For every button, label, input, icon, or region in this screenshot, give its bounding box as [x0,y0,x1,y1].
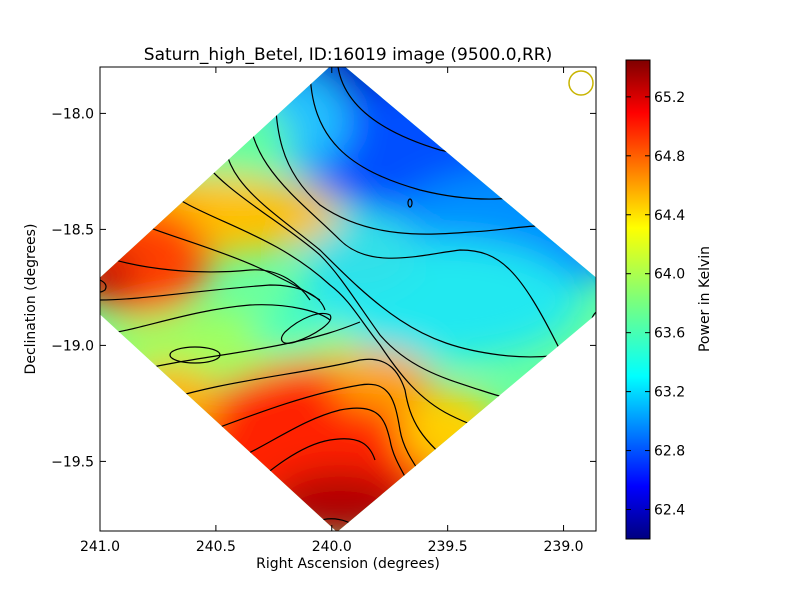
x-tick-label: 240.5 [196,539,236,555]
colorbar-tick-label: 63.6 [654,326,685,342]
contour-line [100,284,326,311]
contour-line [281,312,332,344]
contour-line [169,346,221,364]
colorbar-tick-label: 65.2 [654,90,685,106]
heatmap-layer [100,67,596,531]
x-tick-label: 241.0 [80,539,120,555]
contour-line [100,279,107,293]
colorbar-tick-label: 62.4 [654,503,685,519]
colorbar-tick-label: 63.2 [654,385,685,401]
colorbar-ticks: 62.4 62.8 63.2 63.6 64.0 64.4 64.8 65.2 [626,90,685,519]
heatmap-blobs [100,67,596,531]
beam-marker [568,70,594,96]
contour-line [149,358,461,471]
contour-line [223,114,596,358]
chart-title: Saturn_high_Betel, ID:16019 image (9500.… [144,45,552,65]
x-tick-label: 239.5 [428,539,468,555]
contour-line [248,94,561,351]
contour-line [194,149,556,403]
plot-frame [99,66,597,532]
colorbar [625,59,651,540]
contour-line [269,512,306,526]
contour-line [184,383,441,511]
x-tick-label: 239.0 [544,539,584,555]
y-tick-label: −18.0 [51,106,94,122]
x-tick-label: 240.0 [312,539,352,555]
y-tick-label: −18.5 [51,222,94,238]
y-axis-ticks: −18.0 −18.5 −19.0 −19.5 [51,106,596,470]
y-tick-label: −19.0 [51,338,94,354]
contour-line [100,254,311,301]
colorbar-tick-label: 62.8 [654,444,685,460]
y-axis-label: Declination (degrees) [23,224,39,375]
x-axis-ticks: 241.0 240.5 240.0 239.5 239.0 [80,67,584,555]
contour-line [371,67,456,97]
colorbar-label: Power in Kelvin [697,246,713,352]
contour-line [407,198,413,208]
contour-line [100,304,331,336]
colorbar-tick-label: 64.0 [654,267,685,283]
y-tick-label: −19.5 [51,454,94,470]
colorbar-tick-label: 64.4 [654,208,685,224]
x-axis-label: Right Ascension (degrees) [256,556,440,572]
contour-line [129,321,361,373]
colorbar-tick-label: 64.8 [654,149,685,165]
